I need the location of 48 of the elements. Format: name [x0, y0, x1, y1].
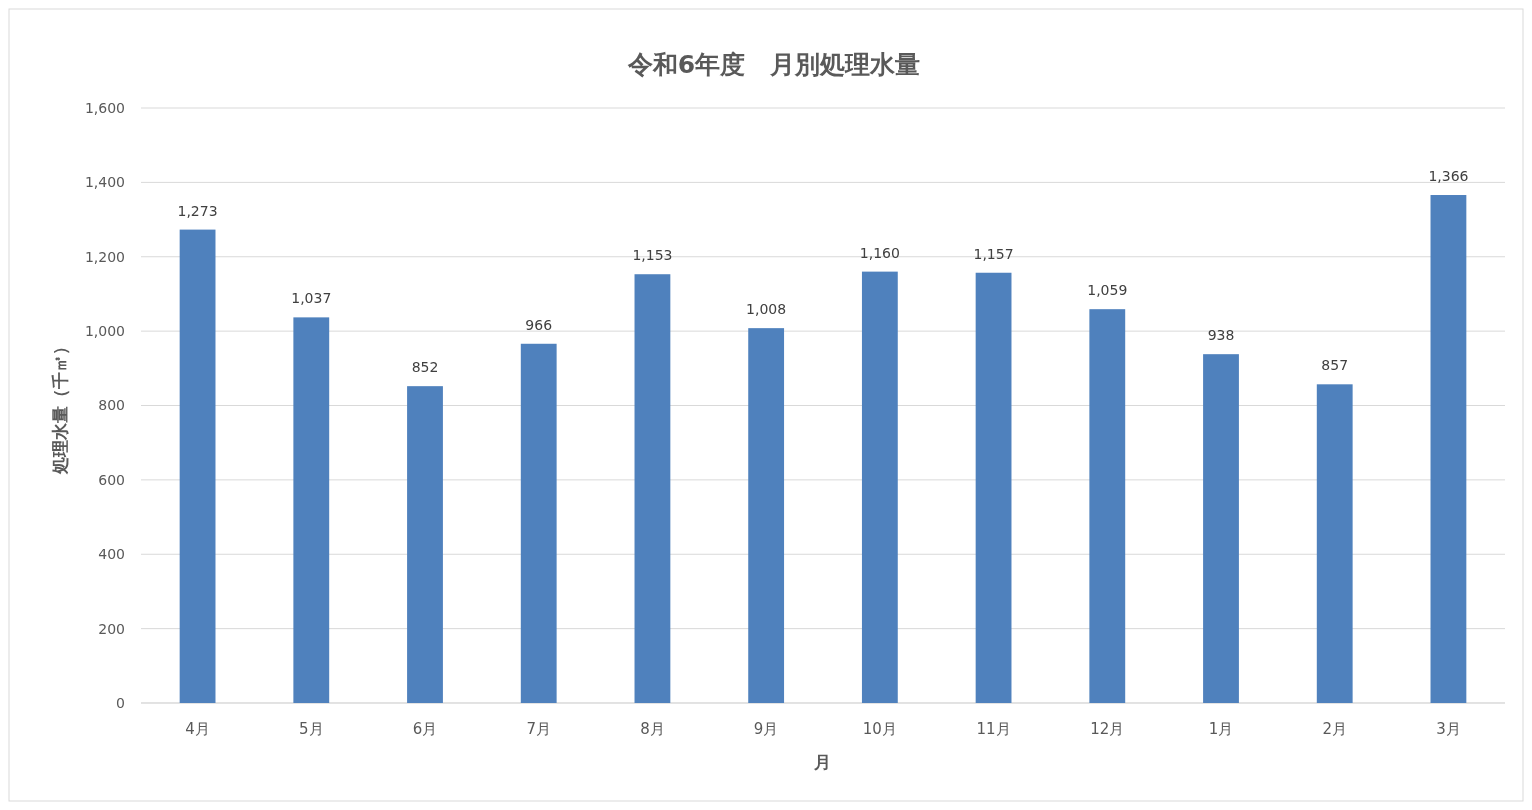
data-label: 857 [1321, 357, 1349, 374]
data-label: 1,273 [177, 202, 218, 219]
x-tick-label: 6月 [412, 720, 438, 738]
data-label: 1,160 [859, 244, 900, 261]
x-tick-label: 5月 [299, 720, 324, 738]
bar [748, 328, 785, 703]
data-label: 966 [525, 316, 553, 333]
bar [861, 271, 898, 703]
bar [634, 274, 671, 703]
y-tick-label: 1,000 [84, 323, 125, 340]
data-label: 1,366 [1428, 168, 1469, 185]
bar [1316, 384, 1353, 703]
bar [1089, 309, 1126, 703]
y-tick-label: 1,400 [84, 174, 125, 191]
chart-title: 令和6年度 月別処理水量 [626, 50, 921, 79]
bar [975, 272, 1012, 703]
x-tick-label: 1月 [1208, 720, 1234, 738]
bar [1430, 195, 1467, 703]
bar [1203, 354, 1239, 703]
x-tick-label: 4月 [185, 720, 210, 738]
x-tick-label: 7月 [526, 720, 551, 738]
bar [293, 317, 330, 703]
x-tick-label: 3月 [1436, 720, 1461, 738]
x-tick-label: 11月 [976, 720, 1011, 738]
x-tick-label: 12月 [1090, 720, 1125, 738]
y-tick-label: 400 [98, 546, 125, 563]
x-axis-title: 月 [812, 752, 831, 772]
data-label: 1,153 [632, 247, 673, 264]
y-tick-label: 0 [116, 694, 125, 711]
data-label: 1,059 [1087, 282, 1128, 299]
data-label: 1,008 [746, 301, 787, 318]
y-tick-label: 800 [98, 397, 125, 414]
data-label: 1,037 [291, 290, 332, 307]
y-tick-label: 200 [98, 620, 125, 637]
x-tick-label: 2月 [1322, 720, 1347, 738]
data-label: 852 [411, 359, 439, 376]
x-tick-label: 8月 [640, 720, 665, 738]
bar [179, 229, 216, 703]
y-tick-label: 1,600 [84, 99, 125, 116]
y-tick-label: 1,200 [84, 248, 125, 265]
bar [520, 343, 557, 703]
y-tick-label: 600 [98, 471, 125, 488]
x-tick-label: 9月 [753, 720, 779, 738]
y-axis-title: 処理水量（千㎥） [50, 337, 70, 475]
bar [407, 386, 443, 703]
data-label: 938 [1207, 327, 1235, 344]
data-label: 1,157 [973, 245, 1014, 262]
x-tick-label: 10月 [862, 720, 897, 738]
